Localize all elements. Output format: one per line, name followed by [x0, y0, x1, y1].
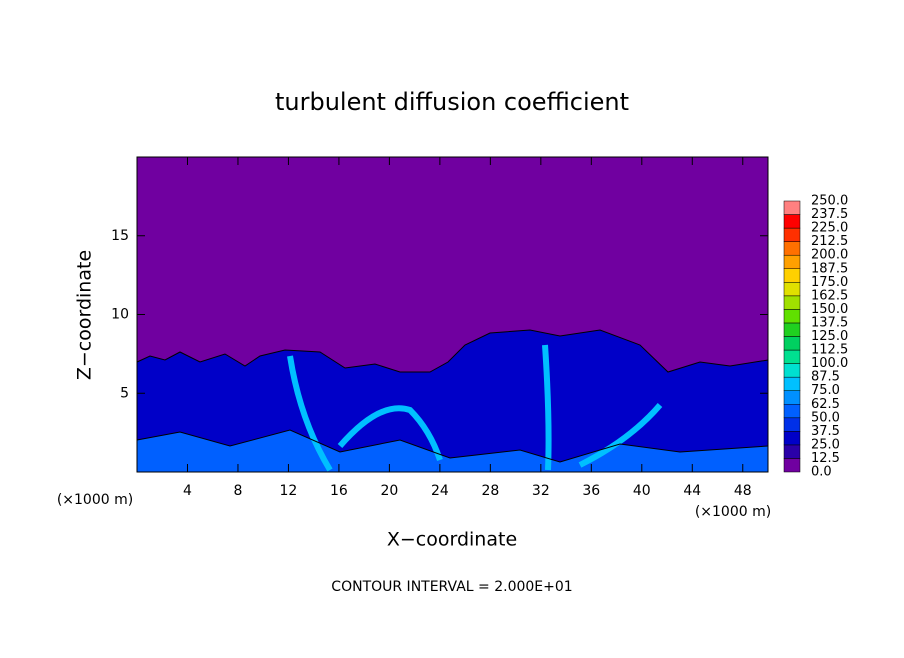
x-axis-label: X−coordinate	[387, 529, 517, 551]
x-unit: (×1000 m)	[57, 492, 133, 508]
colorbar-label: 75.0	[811, 383, 840, 398]
colorbar-bin	[783, 227, 801, 242]
y-axis-label: Z−coordinate	[74, 250, 96, 380]
x-tick-label: 16	[330, 483, 348, 499]
colorbar-label: 125.0	[811, 329, 848, 344]
colorbar-bin	[783, 349, 801, 364]
colorbar-bin	[783, 376, 801, 391]
colorbar-bin	[783, 268, 801, 283]
contour-line	[136, 329, 769, 373]
x-unit: (×1000 m)	[695, 504, 771, 520]
colorbar-label: 112.5	[811, 343, 848, 358]
colorbar-label: 200.0	[811, 248, 848, 263]
colorbar-label: 87.5	[811, 370, 840, 385]
colorbar-bin	[783, 431, 801, 446]
colorbar-label: 37.5	[811, 424, 840, 439]
colorbar-label: 212.5	[811, 234, 848, 249]
y-tick-label: 10	[111, 307, 129, 323]
colorbar-bin	[783, 322, 801, 337]
colorbar-bin	[783, 417, 801, 432]
colorbar-label: 187.5	[811, 261, 848, 276]
colorbar-bin	[783, 309, 801, 324]
chart-title: turbulent diffusion coefficient	[275, 88, 629, 116]
colorbar-bin	[783, 241, 801, 256]
x-tick-label: 40	[633, 483, 651, 499]
colorbar-bin	[783, 404, 801, 419]
colorbar-label: 12.5	[811, 451, 840, 466]
x-tick-label: 4	[183, 483, 192, 499]
colorbar-bin	[783, 390, 801, 405]
colorbar-bin	[783, 254, 801, 269]
colorbar-bin	[783, 363, 801, 378]
colorbar-bin	[783, 214, 801, 229]
x-tick-label: 20	[380, 483, 398, 499]
x-tick-label: 24	[431, 483, 449, 499]
colorbar-label: 137.5	[811, 315, 848, 330]
contour-line	[136, 429, 769, 463]
x-tick-label: 36	[582, 483, 600, 499]
x-tick-label: 28	[481, 483, 499, 499]
colorbar-label: 0.0	[811, 465, 832, 480]
colorbar-bin	[783, 295, 801, 310]
colorbar-label: 225.0	[811, 221, 848, 236]
colorbar-label: 25.0	[811, 437, 840, 452]
x-tick-label: 44	[683, 483, 701, 499]
x-tick-label: 48	[734, 483, 752, 499]
field	[136, 157, 769, 472]
colorbar-bin	[783, 282, 801, 297]
colorbar-label: 162.5	[811, 288, 848, 303]
y-tick-label: 5	[120, 385, 129, 401]
colorbar-label: 100.0	[811, 356, 848, 371]
colorbar-label: 175.0	[811, 275, 848, 290]
turbulent-region	[137, 430, 768, 472]
colorbar-bin	[783, 458, 801, 473]
colorbar-bin	[783, 200, 801, 215]
x-tick-label: 12	[280, 483, 298, 499]
annotation: CONTOUR INTERVAL = 2.000E+01	[331, 579, 572, 595]
colorbar-label: 250.0	[811, 194, 848, 209]
colorbar-bin	[783, 336, 801, 351]
turbulent-streak	[287, 344, 663, 472]
x-tick-label: 8	[233, 483, 242, 499]
colorbar-label: 237.5	[811, 207, 848, 222]
colorbar-label: 50.0	[811, 410, 840, 425]
colorbar-label: 150.0	[811, 302, 848, 317]
x-tick-label: 32	[532, 483, 550, 499]
y-tick-label: 15	[111, 228, 129, 244]
colorbar-bin	[783, 444, 801, 459]
colorbar-label: 62.5	[811, 397, 840, 412]
